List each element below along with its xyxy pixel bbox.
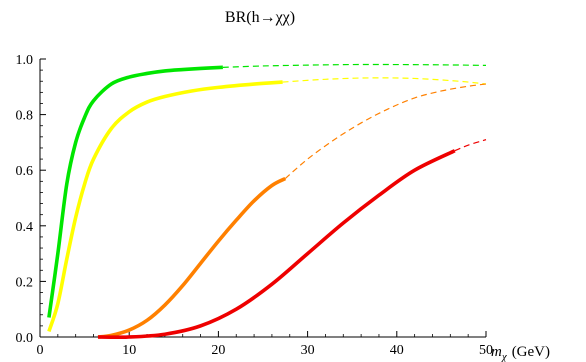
x-tick-label: 10 [122, 343, 136, 358]
x-tick-label: 20 [211, 343, 225, 358]
x-axis-label-unit: (GeV) [512, 344, 550, 360]
series-green-solid [47, 65, 223, 318]
series-red-dashed [454, 139, 487, 152]
series-layer [47, 63, 487, 340]
series-green-dashed [222, 63, 487, 68]
y-tick-label: 0.4 [16, 220, 34, 235]
x-tick-label: 30 [301, 343, 315, 358]
y-tick-label: 0.2 [16, 275, 34, 290]
y-tick-label: 0.0 [16, 331, 34, 346]
y-tick-label: 0.8 [16, 109, 34, 124]
series-orange-solid [97, 176, 287, 339]
y-tick-label: 0.6 [16, 164, 34, 179]
x-tick-label: 0 [37, 343, 44, 358]
series-red-solid [97, 149, 456, 340]
series-orange-dashed [284, 83, 487, 179]
x-tick-label: 40 [390, 343, 404, 358]
x-axis-label-sub: χ [501, 351, 508, 362]
y-tick-label: 1.0 [16, 53, 34, 68]
x-axis-label: mχ (GeV) [491, 344, 550, 362]
series-yellow-solid [47, 80, 283, 333]
x-axis-label-var: m [491, 344, 502, 360]
chart-title: BR(h→χχ) [225, 9, 295, 26]
series-yellow-dashed [282, 77, 487, 85]
axes: 0 10 20 30 40 50 0.0 0.2 0.4 0.6 0.8 1.0 [16, 53, 494, 358]
x-tick-label: 50 [479, 343, 493, 358]
